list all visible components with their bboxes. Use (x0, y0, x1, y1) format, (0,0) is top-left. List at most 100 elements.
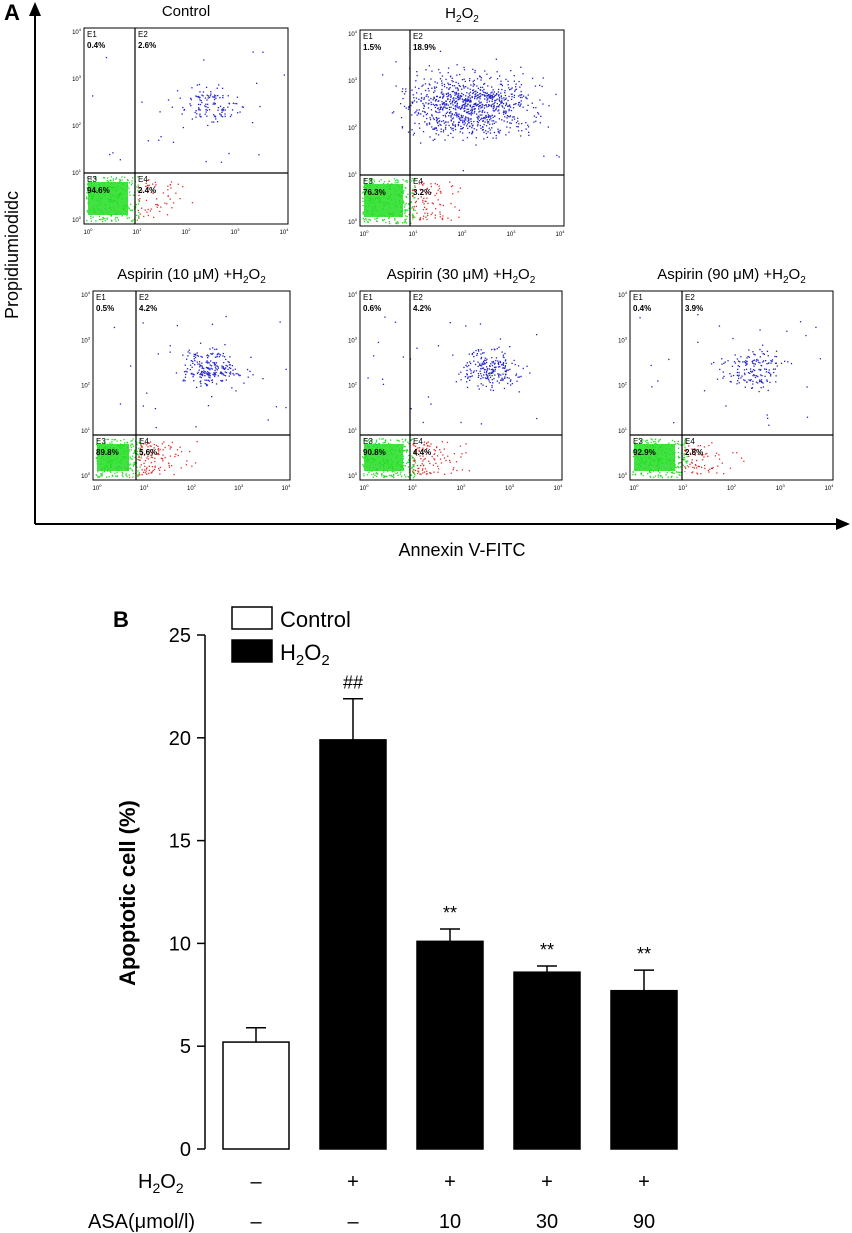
y-tick-label: 103 (348, 335, 358, 344)
quadrant-label: E1 (96, 293, 106, 302)
flow-plots-group: ControlE10.4%E22.6%E394.6%E42.4%10010010… (72, 3, 834, 492)
bar-y-tick-label: 20 (169, 728, 191, 750)
y-tick-label: 100 (348, 471, 358, 480)
quadrant-percent: 2.8% (685, 448, 703, 457)
x-tick-label: 100 (93, 483, 103, 492)
quadrant-percent: 4.2% (413, 304, 431, 313)
y-tick-label: 104 (72, 27, 82, 36)
bar-4 (513, 971, 581, 1150)
asa-row-value: – (250, 1211, 262, 1233)
bar-y-tick-label: 0 (180, 1139, 191, 1161)
y-tick-label: 101 (348, 426, 358, 435)
y-tick-label: 104 (81, 290, 91, 299)
quadrant-label: E2 (139, 293, 149, 302)
y-tick-label: 104 (348, 29, 358, 38)
flow-plot-3: Aspirin (10 μM) +H2O2 E1 0.5% E2 4.2% E3 89.8%… (81, 266, 291, 492)
quadrant-label: E1 (363, 293, 373, 302)
quadrant-label: E4 (139, 437, 149, 446)
quadrant-label: E3 (633, 437, 643, 446)
y-tick-label: 103 (348, 76, 358, 85)
panel-a-x-arrow (836, 518, 850, 530)
x-tick-label: 104 (556, 229, 566, 238)
flow-plot-dots (362, 50, 560, 225)
quadrant-label: E2 (413, 32, 423, 41)
h2o2-row-value: + (638, 1171, 650, 1193)
quadrant-percent: 5.6% (139, 448, 157, 457)
x-tick-label: 100 (360, 483, 370, 492)
x-tick-label: 101 (140, 483, 150, 492)
asa-row-value: 30 (536, 1211, 558, 1233)
y-tick-label: 100 (348, 217, 358, 226)
x-tick-label: 100 (360, 229, 370, 238)
panel-a: A Propidiumiodidc Annexin V-FITC Control… (2, 0, 850, 560)
flow-plot-dots (95, 315, 287, 478)
flow-plot-frame (359, 290, 563, 481)
x-tick-label: 103 (231, 227, 241, 236)
row-label-asa: ASA(μmol/l) (88, 1211, 195, 1233)
quadrant-percent: 2.4% (138, 186, 156, 195)
flow-plot-frame (83, 27, 289, 225)
bar-y-axis-label: Apoptotic cell (%) (115, 800, 140, 986)
x-tick-label: 103 (776, 483, 786, 492)
h2o2-row-value: – (250, 1171, 262, 1193)
panel-a-y-arrow (29, 2, 41, 16)
y-tick-label: 100 (618, 471, 628, 480)
quadrant-percent: 1.5% (363, 43, 381, 52)
x-tick-label: 104 (280, 227, 290, 236)
x-tick-label: 103 (507, 229, 517, 238)
quadrant-percent: 89.8% (96, 448, 119, 457)
quadrant-percent: 0.6% (363, 304, 381, 313)
y-tick-label: 100 (72, 215, 82, 224)
x-tick-label: 102 (182, 227, 192, 236)
x-tick-label: 103 (234, 483, 244, 492)
quadrant-label: E2 (138, 30, 148, 39)
x-tick-label: 104 (554, 483, 564, 492)
legend: Control H2O2 (231, 606, 351, 669)
flow-plot-title: Aspirin (30 μM) +H2O2 (387, 266, 536, 286)
legend-swatch-control (231, 606, 273, 630)
y-tick-label: 103 (81, 335, 91, 344)
quadrant-label: E4 (413, 437, 423, 446)
quadrant-percent: 2.6% (138, 41, 156, 50)
x-tick-label: 102 (457, 483, 467, 492)
panel-a-x-axis-label: Annexin V-FITC (398, 540, 525, 560)
quadrant-percent: 0.4% (87, 41, 105, 50)
flow-plot-dots (362, 316, 538, 479)
flow-plot-frame (629, 290, 834, 481)
legend-label-h2o2: H2O2 (280, 640, 330, 669)
quadrant-label: E4 (138, 175, 148, 184)
condition-rows: – + + + + – – 10 30 90 (250, 1171, 655, 1233)
h2o2-row-value: + (541, 1171, 553, 1193)
legend-swatch-h2o2 (231, 639, 273, 663)
x-tick-label: 101 (133, 227, 143, 236)
y-tick-label: 104 (618, 290, 628, 299)
quadrant-label: E1 (87, 30, 97, 39)
significance-label: ** (443, 903, 457, 923)
y-tick-label: 102 (81, 381, 91, 390)
bar-marks: ## ** ** ** (222, 673, 678, 1150)
bar-y-axis: 0 5 10 15 20 25 (169, 625, 206, 1161)
y-tick-label: 101 (72, 168, 82, 177)
flow-plot-dots (86, 51, 285, 223)
quadrant-label: E3 (363, 437, 373, 446)
x-tick-label: 102 (187, 483, 197, 492)
quadrant-label: E3 (96, 437, 106, 446)
y-tick-label: 101 (348, 170, 358, 179)
y-tick-label: 102 (348, 381, 358, 390)
h2o2-row-value: + (347, 1171, 359, 1193)
x-tick-label: 104 (282, 483, 292, 492)
y-tick-label: 102 (72, 121, 82, 130)
flow-plot-4: Aspirin (30 μM) +H2O2 E1 0.6% E2 4.2% E3 90.8%… (348, 266, 563, 492)
quadrant-percent: 92.9% (633, 448, 656, 457)
quadrant-label: E2 (413, 293, 423, 302)
quadrant-label: E3 (363, 177, 373, 186)
quadrant-percent: 90.8% (363, 448, 386, 457)
flow-plot-title: Control (162, 3, 210, 20)
flow-plot-title: Aspirin (90 μM) +H2O2 (657, 266, 806, 286)
quadrant-percent: 3.2% (413, 188, 431, 197)
bar-5 (610, 989, 678, 1150)
x-tick-label: 101 (409, 229, 419, 238)
quadrant-label: E2 (685, 293, 695, 302)
x-tick-label: 102 (727, 483, 737, 492)
